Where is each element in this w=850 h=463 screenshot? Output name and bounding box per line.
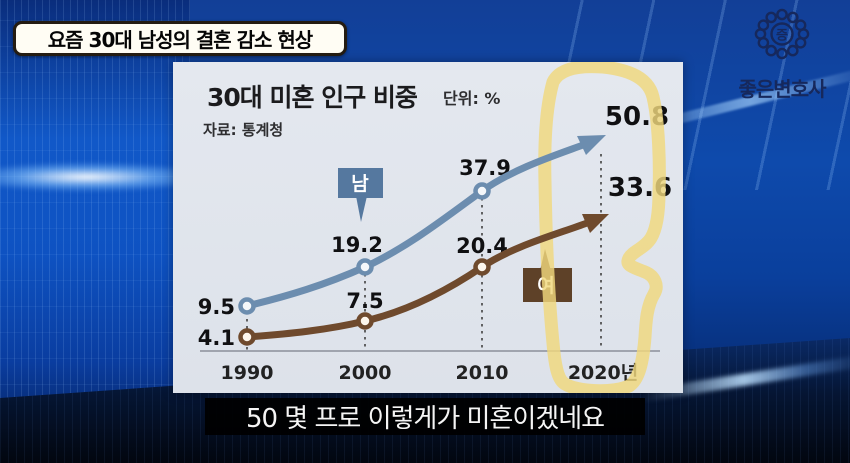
bg-left-panel-texture <box>0 0 190 463</box>
subtitle-text: 50 몇 프로 이렇게가 미혼이겠네요 <box>245 404 605 434</box>
male-series-callout: 남 <box>338 168 383 222</box>
headline-text: 요즘 30대 남성의 결혼 감소 현상 <box>47 28 313 52</box>
headline-badge: 요즘 30대 남성의 결혼 감소 현상 <box>13 21 347 56</box>
guide-lines <box>246 154 602 350</box>
x-tick-1990: 1990 <box>221 362 274 384</box>
line-chart: 30대 미혼 인구 비중 단위: % 자료: 통계청 1990 2000 201… <box>198 62 672 393</box>
value-female-2000: 7.5 <box>346 289 383 313</box>
male-arrowhead-icon <box>577 135 606 155</box>
subtitle-bar: 50 몇 프로 이렇게가 미혼이겠네요 <box>205 398 645 435</box>
chart-panel: 30대 미혼 인구 비중 단위: % 자료: 통계청 1990 2000 201… <box>173 62 683 393</box>
chart-title: 30대 미혼 인구 비중 <box>207 83 418 112</box>
x-tick-2020: 2020년 <box>568 362 638 384</box>
chart-unit-label: 단위: % <box>443 89 500 108</box>
value-male-2000: 19.2 <box>331 233 383 257</box>
highlight-circle-annotation <box>538 62 666 393</box>
value-male-1990: 9.5 <box>198 295 235 319</box>
chart-source-label: 자료: 통계청 <box>203 121 283 139</box>
male-series-line <box>238 135 606 315</box>
female-arrowhead-icon <box>582 214 609 233</box>
male-series-label: 남 <box>351 173 369 195</box>
channel-logo: 증 좋은변호사 <box>722 8 842 102</box>
value-female-1990: 4.1 <box>198 326 235 350</box>
x-tick-2010: 2010 <box>456 362 509 384</box>
female-series-line <box>238 214 609 346</box>
channel-name: 좋은변호사 <box>738 77 827 101</box>
seal-character: 증 <box>776 29 788 44</box>
x-tick-2000: 2000 <box>339 362 392 384</box>
seal-icon: 증 <box>754 8 810 60</box>
